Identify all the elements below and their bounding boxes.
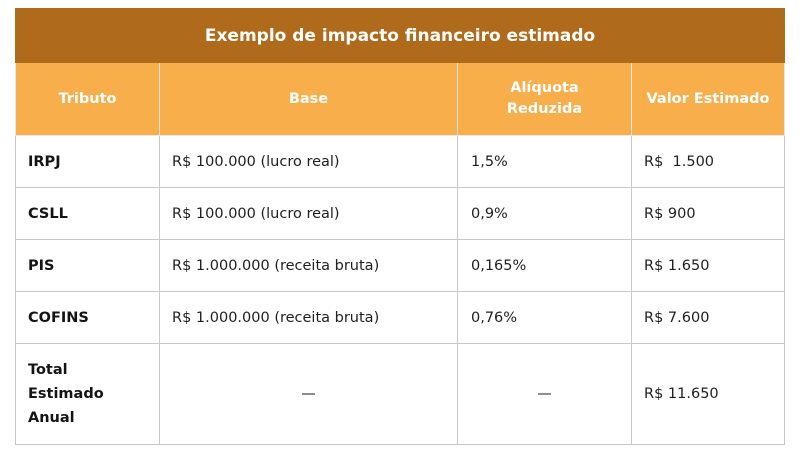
cell-total-aliquota: — (457, 343, 632, 445)
cell-aliquota: 1,5% (457, 135, 632, 188)
table-row: IRPJ R$ 100.000 (lucro real) 1,5% R$ 1.5… (15, 135, 786, 188)
header-aliquota-line1: Alíquota (510, 80, 579, 96)
table-header-row: Tributo Base Alíquota Reduzida Valor Est… (15, 62, 786, 136)
cell-total-valor: R$ 11.650 (630, 343, 786, 445)
cell-valor: R$ 900 (630, 187, 786, 240)
total-label-line3: Anual (28, 410, 75, 426)
total-label-line2: Estimado (28, 386, 104, 402)
header-aliquota: Alíquota Reduzida (457, 62, 632, 136)
cell-tributo: COFINS (15, 291, 160, 344)
cell-aliquota: 0,165% (457, 239, 632, 292)
table-title: Exemplo de impacto financeiro estimado (14, 8, 786, 63)
cell-tributo: CSLL (15, 187, 160, 240)
cell-valor: R$ 1.650 (630, 239, 786, 292)
header-base: Base (159, 62, 458, 136)
cell-valor: R$ 7.600 (630, 291, 786, 344)
cell-aliquota: 0,9% (457, 187, 632, 240)
cell-total-label: Total Estimado Anual (15, 343, 160, 445)
cell-tributo: PIS (15, 239, 160, 292)
cell-valor: R$ 1.500 (630, 135, 786, 188)
cell-base: R$ 1.000.000 (receita bruta) (159, 239, 458, 292)
cell-total-base: — (159, 343, 458, 445)
table-title-row: Exemplo de impacto financeiro estimado (14, 8, 786, 63)
header-tributo: Tributo (15, 62, 160, 136)
total-label-line1: Total (28, 362, 68, 378)
impact-table: Exemplo de impacto financeiro estimado T… (14, 8, 786, 445)
cell-base: R$ 1.000.000 (receita bruta) (159, 291, 458, 344)
header-valor: Valor Estimado (630, 62, 786, 136)
header-aliquota-line2: Reduzida (506, 101, 583, 117)
table-row: COFINS R$ 1.000.000 (receita bruta) 0,76… (15, 291, 786, 344)
table-row: CSLL R$ 100.000 (lucro real) 0,9% R$ 900 (15, 187, 786, 240)
table-row: PIS R$ 1.000.000 (receita bruta) 0,165% … (15, 239, 786, 292)
cell-base: R$ 100.000 (lucro real) (159, 135, 458, 188)
cell-base: R$ 100.000 (lucro real) (159, 187, 458, 240)
cell-aliquota: 0,76% (457, 291, 632, 344)
table-total-row: Total Estimado Anual — — R$ 11.650 (15, 343, 786, 445)
cell-tributo: IRPJ (15, 135, 160, 188)
